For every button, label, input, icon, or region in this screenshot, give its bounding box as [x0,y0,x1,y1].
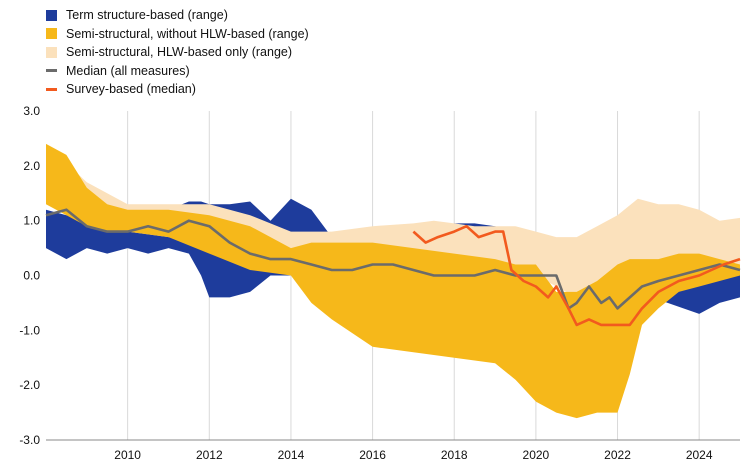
y-tick-label: 0.0 [23,269,40,283]
x-tick-label: 2022 [604,448,631,462]
line-survey-based-median [412,224,741,327]
y-tick-label: 1.0 [23,214,40,228]
legend-item-median: Median (all measures) [46,62,309,81]
legend-label-survey: Survey-based (median) [66,82,196,97]
legend-item-term-structure: Term structure-based (range) [46,6,309,25]
legend-label-semi-structural: Semi-structural, without HLW-based (rang… [66,26,309,41]
band-semi-structural-hlw-based-only-range [46,143,740,298]
x-tick-label: 2012 [196,448,223,462]
legend-swatch-survey [46,87,57,91]
legend-label-hlw-only: Semi-structural, HLW-based only (range) [66,45,293,60]
y-tick-label: 3.0 [23,104,40,118]
legend-label-median: Median (all measures) [66,63,190,78]
x-tick-label: 2018 [441,448,468,462]
legend-swatch-semi-structural [46,28,57,40]
legend-item-survey: Survey-based (median) [46,80,309,99]
line-median-all-measures [45,208,741,310]
legend-swatch-hlw-only [46,46,57,58]
legend-swatch-median [46,69,57,73]
y-tick-label: -1.0 [19,323,40,337]
y-tick-label: -3.0 [19,433,40,447]
band-semi-structural-without-hlw-based-range [46,143,740,419]
y-tick-label: -2.0 [19,378,40,392]
x-tick-label: 2024 [686,448,713,462]
legend-item-semi-structural: Semi-structural, without HLW-based (rang… [46,25,309,44]
chart-legend: Term structure-based (range) Semi-struct… [46,6,309,99]
legend-item-hlw-only: Semi-structural, HLW-based only (range) [46,43,309,62]
x-tick-label: 2020 [523,448,550,462]
legend-swatch-term-structure [46,9,57,21]
legend-label-term-structure: Term structure-based (range) [66,8,228,23]
x-tick-label: 2014 [278,448,305,462]
x-tick-label: 2010 [114,448,141,462]
y-tick-label: 2.0 [23,159,40,173]
x-tick-label: 2016 [359,448,386,462]
